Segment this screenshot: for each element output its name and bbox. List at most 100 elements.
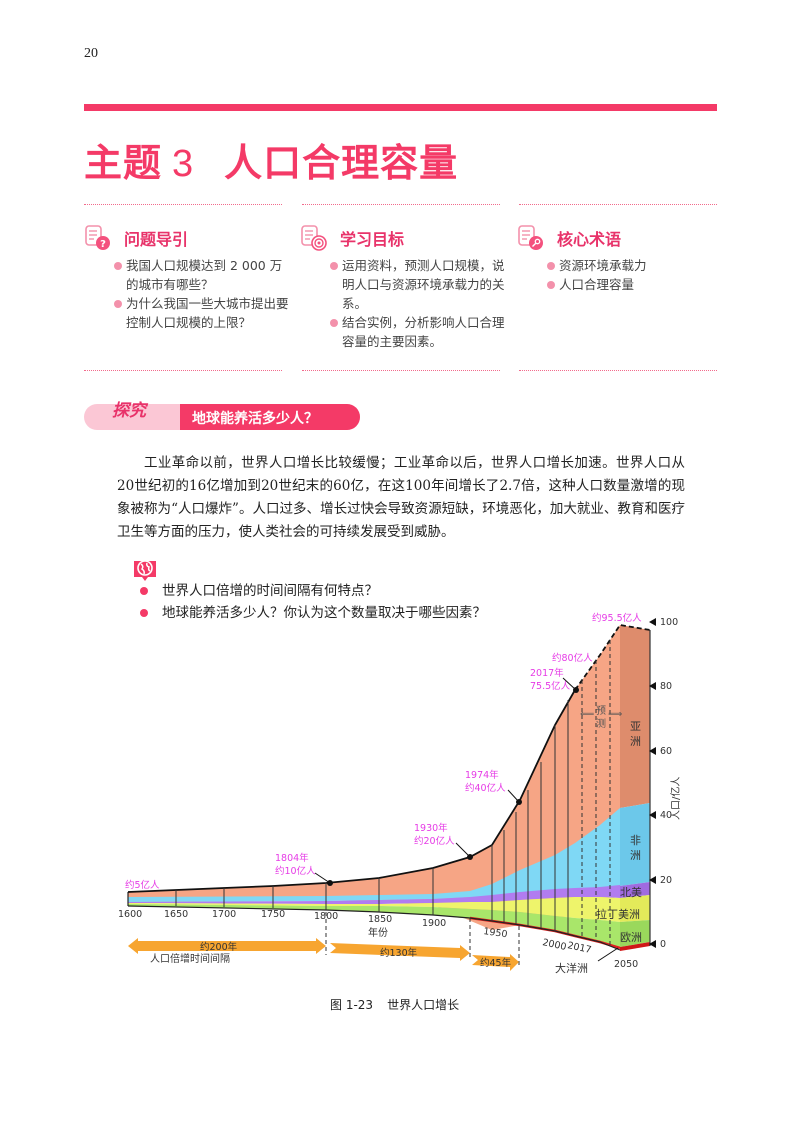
svg-text:1974年: 1974年 <box>465 769 499 781</box>
list-item: 结合实例，分析影响人口合理容量的主要因素。 <box>330 313 510 351</box>
svg-text:大洋洲: 大洋洲 <box>555 961 588 975</box>
svg-text:0: 0 <box>660 939 666 950</box>
explore-question-bg <box>180 404 360 430</box>
header-bar <box>84 104 717 111</box>
svg-text:约40亿人: 约40亿人 <box>465 782 506 794</box>
front-asia <box>620 625 650 808</box>
svg-text:1950: 1950 <box>483 926 508 940</box>
list-item: 运用资料，预测人口规模，说明人口与资源环境承载力的关系。 <box>330 256 510 313</box>
front-north-america <box>620 882 650 898</box>
divider <box>84 204 282 205</box>
globe-question-icon <box>134 560 156 581</box>
svg-text:1900: 1900 <box>422 918 446 929</box>
svg-text:1930年: 1930年 <box>414 822 448 834</box>
box-title: 核心术语 <box>557 230 622 249</box>
figure-title: 世界人口增长 <box>387 998 460 1012</box>
list-item: 资源环境承载力 <box>547 256 727 275</box>
svg-text:2050: 2050 <box>614 959 638 970</box>
svg-text:⟹: ⟹ <box>608 709 622 720</box>
svg-text:约20亿人: 约20亿人 <box>414 835 455 847</box>
svg-text:约80亿人: 约80亿人 <box>552 652 593 664</box>
topic-name: 人口合理容量 <box>224 141 459 185</box>
band-asia <box>128 625 620 930</box>
divider <box>302 370 500 371</box>
box-title: 学习目标 <box>340 230 405 249</box>
bullet-list: 运用资料，预测人口规模，说明人口与资源环境承载力的关系。 结合实例，分析影响人口… <box>300 256 510 351</box>
svg-text:1800: 1800 <box>314 911 338 922</box>
guiding-questions-box: ? 问题导引 我国人口规模达到 2 000 万的城市有哪些？ 为什么我国一些大城… <box>84 224 294 332</box>
svg-text:2000: 2000 <box>541 937 567 953</box>
x-axis-ticks: 1600 1650 1700 1750 1800 1850 1900 1950 … <box>118 909 638 970</box>
list-item: 我国人口规模达到 2 000 万的城市有哪些？ <box>114 256 294 294</box>
continent-labels: 亚 洲 非 洲 北美 拉丁美洲 欧洲 大洋洲 <box>555 720 642 975</box>
list-item: 人口合理容量 <box>547 275 727 294</box>
svg-text:北美: 北美 <box>620 886 642 899</box>
annotation-leaders <box>314 677 619 962</box>
question-document-icon: ? <box>85 225 110 250</box>
svg-text:预: 预 <box>596 705 606 717</box>
discussion-questions: 世界人口倍增的时间间隔有何特点？ 地球能养活多少人？你认为这个数量取决于哪些因素… <box>140 580 486 624</box>
topic-prefix: 主题 <box>84 141 163 185</box>
bullet-list: 我国人口规模达到 2 000 万的城市有哪些？ 为什么我国一些大城市提出要控制人… <box>84 256 294 332</box>
topic-title: 主题 3 人口合理容量 <box>84 132 458 187</box>
divider <box>302 204 500 205</box>
key-terms-box: 核心术语 资源环境承载力 人口合理容量 <box>517 224 727 294</box>
box-title: 问题导引 <box>124 230 189 249</box>
svg-text:约130年: 约130年 <box>380 947 418 959</box>
question-item: 地球能养活多少人？你认为这个数量取决于哪些因素？ <box>140 602 486 624</box>
band-europe <box>128 904 620 947</box>
forecast-gridlines <box>325 640 611 968</box>
explore-tag: 探究 <box>112 401 146 421</box>
divider <box>519 204 717 205</box>
svg-text:约95.5亿人: 约95.5亿人 <box>592 612 642 624</box>
svg-text:约10亿人: 约10亿人 <box>275 865 316 877</box>
annotation-labels: 约5亿人 1804年 约10亿人 1930年 约20亿人 1974年 约40亿人… <box>125 612 642 891</box>
svg-text:100: 100 <box>660 617 678 628</box>
front-europe <box>620 920 650 947</box>
question-item: 世界人口倍增的时间间隔有何特点？ <box>140 580 486 602</box>
svg-text:2017: 2017 <box>566 940 592 956</box>
svg-text:约45年: 约45年 <box>480 957 512 969</box>
svg-text:80: 80 <box>660 681 672 692</box>
svg-text:2017年: 2017年 <box>530 667 564 679</box>
svg-text:非: 非 <box>630 834 641 847</box>
band-latin-america <box>128 897 620 922</box>
front-oceania <box>620 942 650 951</box>
svg-text:洲: 洲 <box>630 849 641 862</box>
svg-text:⟸: ⟸ <box>580 709 594 720</box>
learning-goals-box: 学习目标 运用资料，预测人口规模，说明人口与资源环境承载力的关系。 结合实例，分… <box>300 224 510 351</box>
list-item: 为什么我国一些大城市提出要控制人口规模的上限？ <box>114 294 294 332</box>
divider <box>519 370 717 371</box>
svg-text:?: ? <box>100 239 106 250</box>
svg-text:1750: 1750 <box>261 909 285 920</box>
svg-text:1850: 1850 <box>368 914 392 925</box>
year-gridlines <box>175 700 569 934</box>
svg-text:欧洲: 欧洲 <box>620 931 642 944</box>
svg-text:约200年: 约200年 <box>200 941 238 953</box>
body-paragraph: 工业革命以前，世界人口增长比较缓慢；工业革命以后，世界人口增长加速。世界人口从2… <box>117 452 685 544</box>
svg-text:1804年: 1804年 <box>275 852 309 864</box>
divider <box>84 370 282 371</box>
doubling-arrows <box>128 938 519 971</box>
target-document-icon <box>301 225 327 251</box>
front-africa <box>620 803 650 886</box>
svg-text:75.5亿人: 75.5亿人 <box>530 680 571 692</box>
svg-text:60: 60 <box>660 746 672 757</box>
forecast-label: ⟸ 预 测 ⟹ <box>580 705 622 730</box>
svg-text:测: 测 <box>596 717 606 730</box>
y-axis-ticks: 100 80 60 40 20 0 人口/亿人 <box>649 617 682 950</box>
svg-text:约5亿人: 约5亿人 <box>125 879 160 891</box>
figure-caption: 图 1-23 世界人口增长 <box>330 996 459 1013</box>
paragraph-text: 工业革命以前，世界人口增长比较缓慢；工业革命以后，世界人口增长加速。世界人口从2… <box>117 455 685 540</box>
svg-text:40: 40 <box>660 810 672 821</box>
front-latin-america <box>620 895 650 922</box>
svg-text:1650: 1650 <box>164 909 188 920</box>
svg-text:年份: 年份 <box>368 926 388 939</box>
page-number: 20 <box>84 46 98 61</box>
svg-text:20: 20 <box>660 875 672 886</box>
band-north-america <box>128 885 620 904</box>
svg-text:亚: 亚 <box>630 720 641 733</box>
key-document-icon <box>518 225 543 250</box>
svg-text:1700: 1700 <box>212 909 236 920</box>
